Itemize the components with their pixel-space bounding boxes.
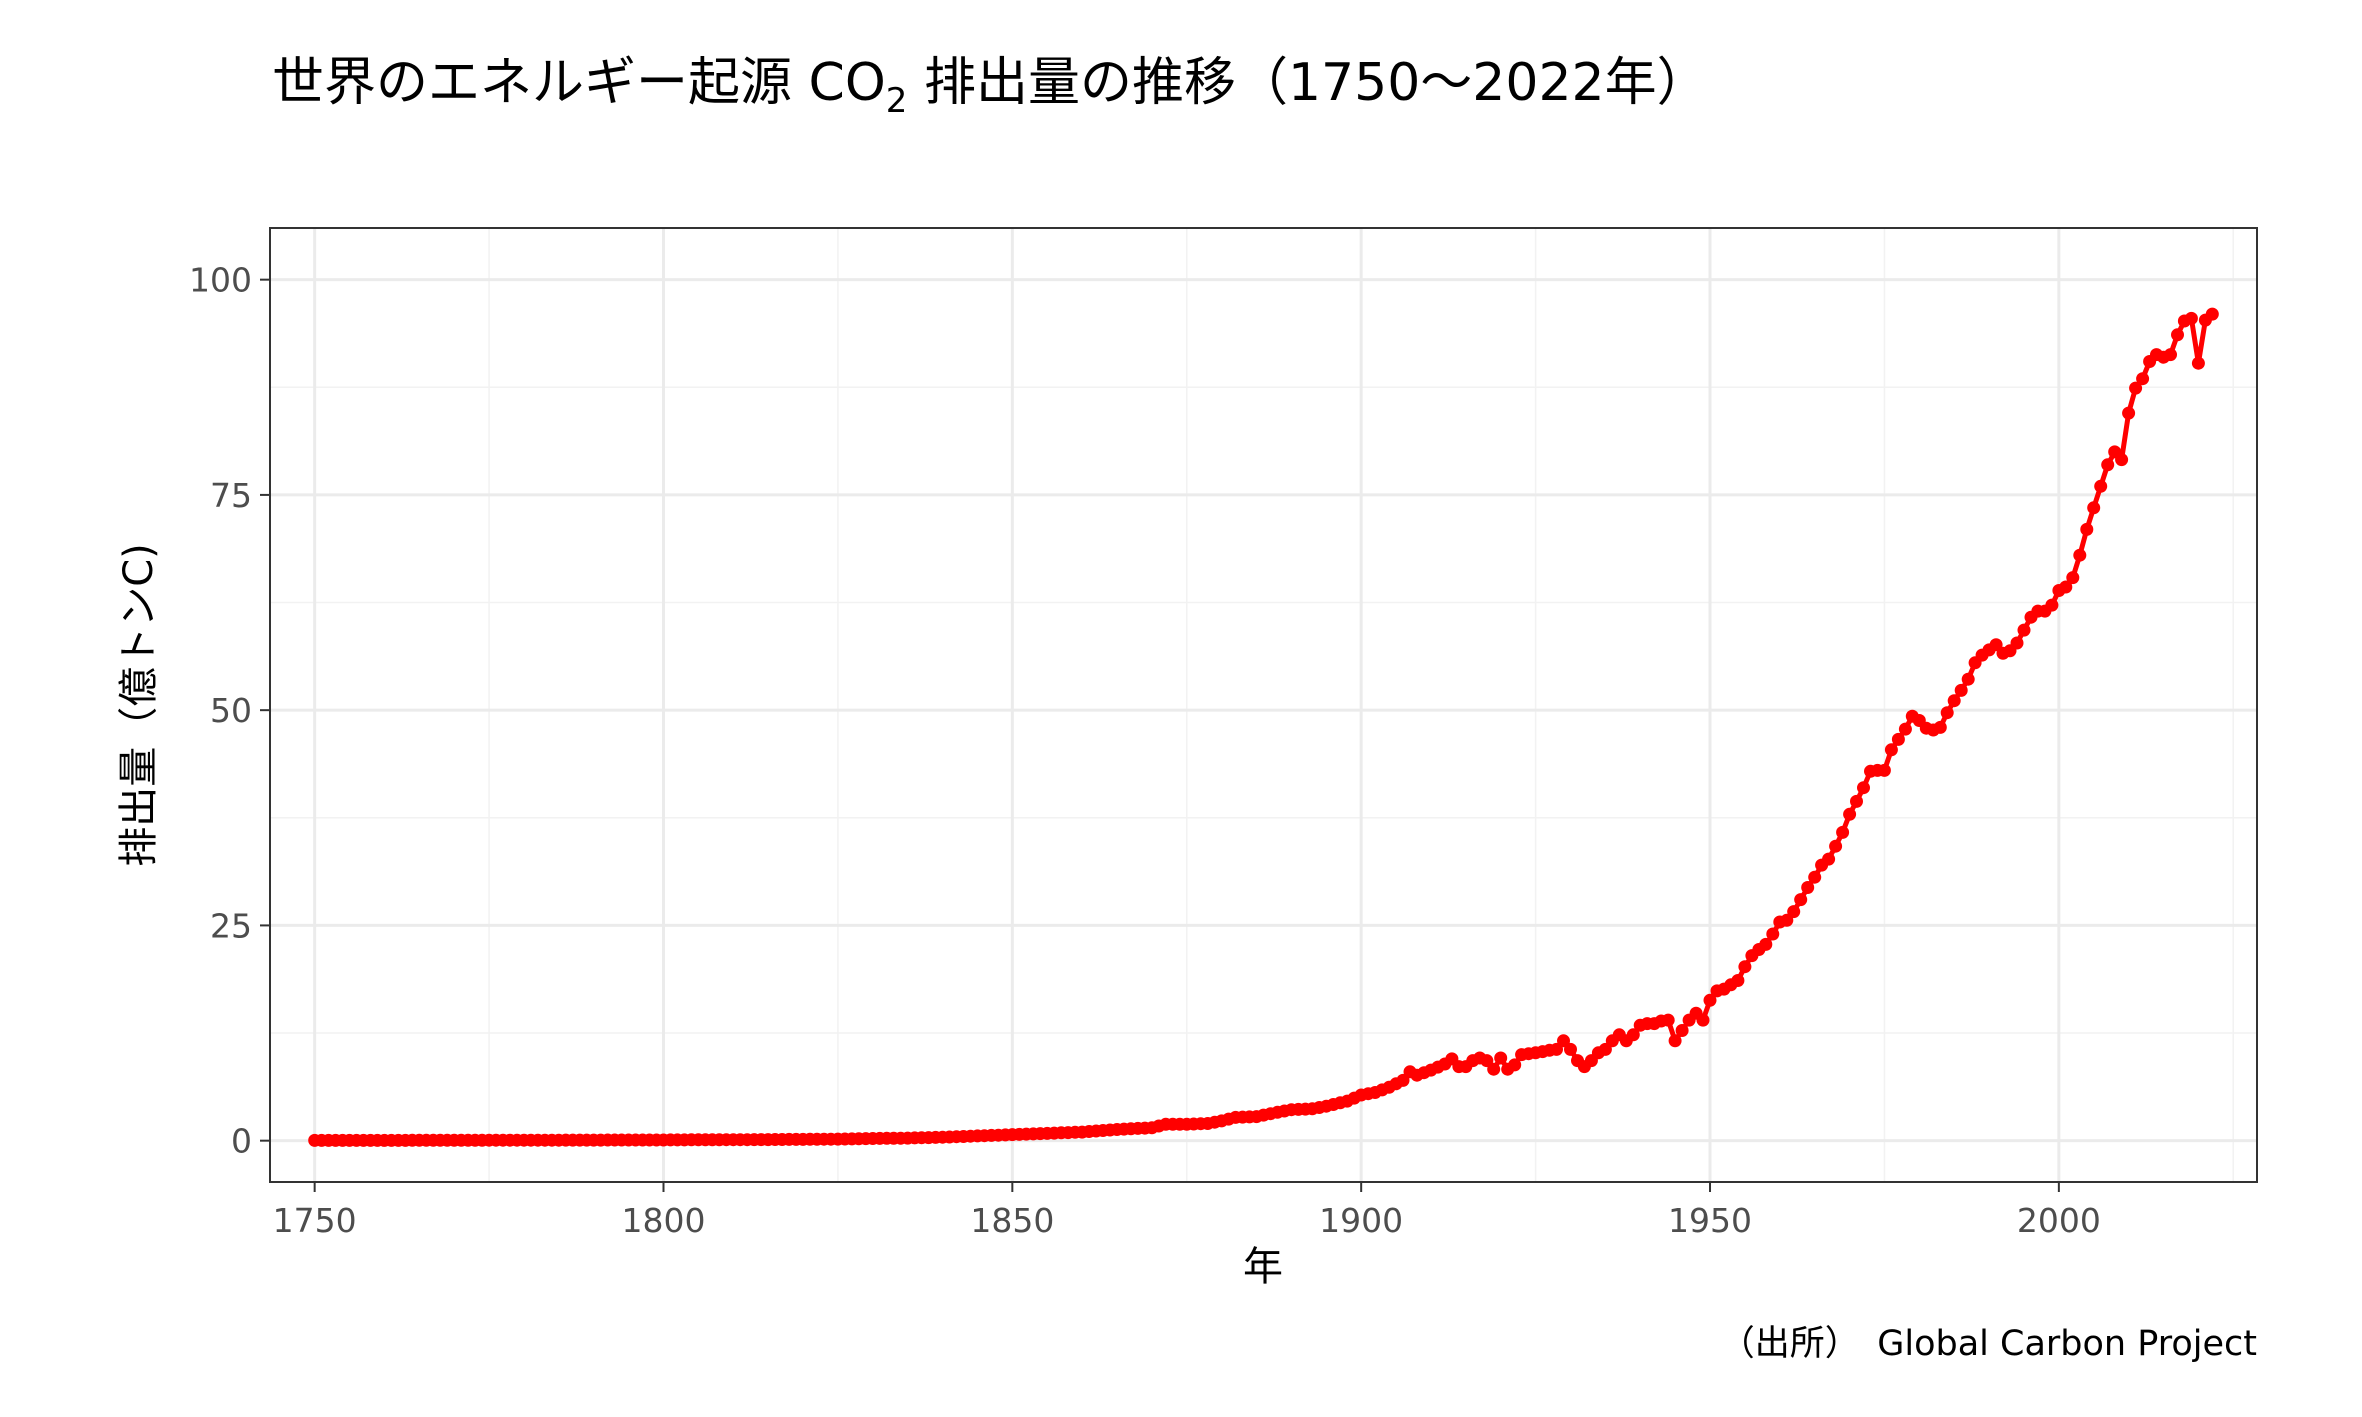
data-point bbox=[1898, 722, 1912, 736]
data-point bbox=[2094, 479, 2108, 493]
y-tick-label: 50 bbox=[210, 691, 252, 730]
data-point bbox=[1857, 781, 1870, 795]
data-point bbox=[1947, 694, 1961, 708]
data-point bbox=[1843, 807, 1857, 821]
chart-title-main: 世界のエネルギー起源 CO bbox=[272, 53, 886, 113]
data-series bbox=[308, 307, 2219, 1147]
y-tick-label: 100 bbox=[189, 261, 252, 300]
data-point bbox=[1487, 1062, 1501, 1076]
y-axis-label: 排出量（億トンC) bbox=[116, 543, 162, 867]
chart-title: 世界のエネルギー起源 CO2 排出量の推移（1750〜2022年） bbox=[272, 53, 1709, 121]
data-point bbox=[1780, 913, 1794, 927]
data-point bbox=[2073, 548, 2087, 562]
panel-border bbox=[269, 227, 2258, 1183]
x-tick-label: 1950 bbox=[1668, 1201, 1752, 1240]
data-point bbox=[1661, 1013, 1675, 1027]
source-note: （出所） Global Carbon Project bbox=[1720, 1324, 2257, 1364]
data-point bbox=[1557, 1034, 1570, 1048]
x-tick-label: 1750 bbox=[273, 1201, 357, 1240]
data-point bbox=[1954, 683, 1968, 697]
data-point bbox=[1675, 1024, 1689, 1037]
data-point bbox=[1626, 1028, 1640, 1042]
data-point bbox=[2136, 372, 2150, 386]
data-point bbox=[2059, 580, 2073, 594]
data-point bbox=[2191, 356, 2205, 370]
data-point bbox=[1808, 870, 1822, 884]
data-point bbox=[2045, 598, 2059, 612]
data-point bbox=[2115, 453, 2129, 467]
chart-title-rest: 排出量の推移（1750〜2022年） bbox=[907, 53, 1708, 113]
data-point bbox=[2171, 328, 2184, 342]
y-tick-label: 25 bbox=[210, 906, 252, 945]
data-point bbox=[1766, 927, 1780, 941]
data-point bbox=[1884, 743, 1898, 757]
data-point bbox=[1738, 960, 1752, 974]
data-point bbox=[1940, 706, 1954, 720]
y-tick-label: 0 bbox=[231, 1122, 252, 1161]
data-point bbox=[1850, 794, 1863, 808]
data-point bbox=[2087, 501, 2101, 515]
data-point bbox=[1961, 672, 1975, 686]
data-point bbox=[1564, 1042, 1577, 1056]
data-point bbox=[2010, 636, 2024, 650]
data-point bbox=[2205, 307, 2219, 321]
data-point bbox=[1508, 1058, 1522, 1072]
x-axis-label: 年 bbox=[1243, 1244, 1283, 1290]
data-point bbox=[1550, 1042, 1563, 1056]
x-tick-label: 1850 bbox=[970, 1201, 1054, 1240]
data-point bbox=[2017, 623, 2031, 637]
y-axis: 0 25 50 75 100 bbox=[189, 261, 270, 1161]
x-axis: 1750 1800 1850 1900 1950 2000 bbox=[273, 1182, 2101, 1240]
data-point bbox=[1794, 893, 1808, 907]
data-point bbox=[2129, 381, 2143, 395]
data-point bbox=[1759, 937, 1773, 951]
data-point bbox=[1494, 1051, 1508, 1065]
data-point bbox=[2184, 311, 2198, 325]
data-point bbox=[1822, 852, 1836, 866]
data-point bbox=[1891, 732, 1905, 746]
data-point bbox=[1877, 763, 1891, 777]
y-tick-label: 75 bbox=[210, 476, 252, 515]
chart-title-subscript: 2 bbox=[886, 81, 908, 121]
data-point bbox=[1787, 905, 1801, 919]
x-tick-label: 1900 bbox=[1319, 1201, 1403, 1240]
data-point bbox=[1668, 1034, 1682, 1048]
data-point bbox=[1829, 839, 1843, 853]
data-point bbox=[2080, 522, 2094, 536]
data-point bbox=[1396, 1073, 1410, 1087]
data-point bbox=[1801, 881, 1815, 894]
grid bbox=[270, 228, 2257, 1182]
data-point bbox=[1696, 1013, 1710, 1027]
data-point bbox=[2101, 458, 2115, 472]
data-point bbox=[2122, 406, 2136, 420]
x-tick-label: 2000 bbox=[2017, 1201, 2101, 1240]
x-tick-label: 1800 bbox=[622, 1201, 706, 1240]
data-point bbox=[1933, 720, 1947, 734]
data-point bbox=[2066, 571, 2080, 585]
data-point bbox=[1731, 974, 1745, 987]
data-point bbox=[1836, 825, 1850, 839]
data-point bbox=[2164, 348, 2177, 362]
data-point bbox=[1703, 993, 1717, 1007]
